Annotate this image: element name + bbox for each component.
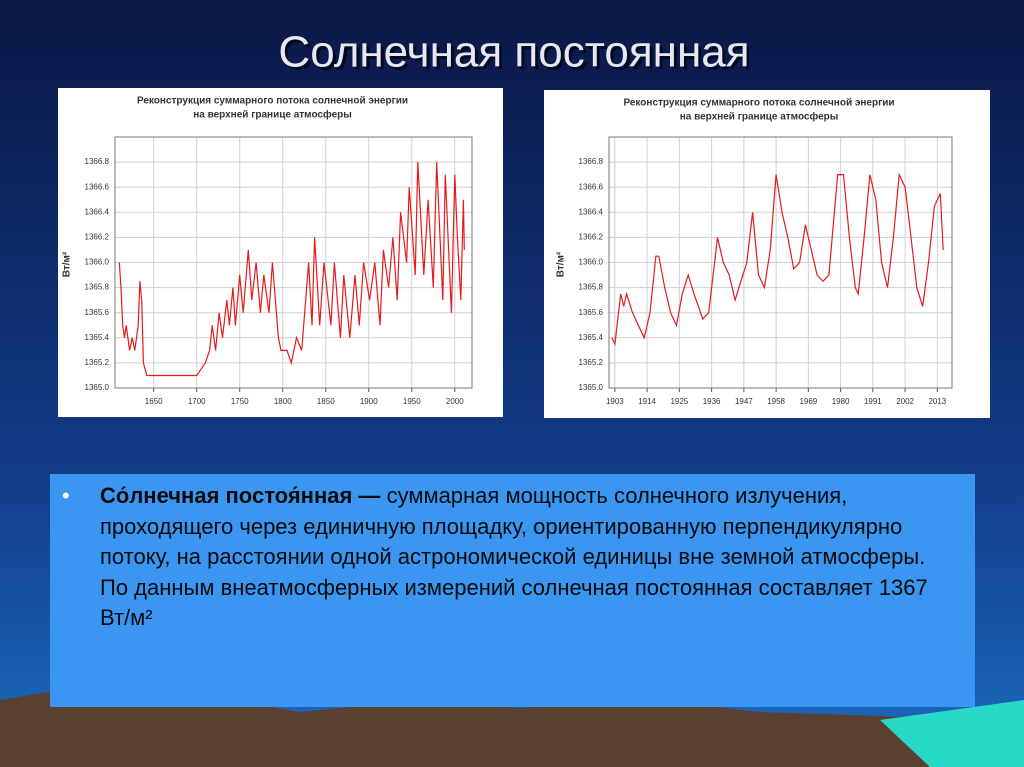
x-tick-label: 1969 [799,397,817,406]
x-tick-label: 1958 [767,397,785,406]
x-tick-label: 1650 [145,397,163,406]
y-tick-label: 1365.2 [579,358,604,367]
x-tick-label: 1936 [703,397,721,406]
y-tick-label: 1365.2 [85,358,110,367]
x-tick-label: 1900 [360,397,378,406]
y-tick-label: 1365.0 [85,383,110,392]
chart-title: Реконструкция суммарного потока солнечно… [623,98,894,109]
slide-title: Солнечная постоянная [278,28,749,77]
x-tick-label: 2000 [446,397,464,406]
y-tick-label: 1366.0 [579,258,604,267]
chart-title: на верхней границе атмосферы [193,109,352,121]
x-tick-label: 1947 [735,397,753,406]
x-tick-label: 1800 [274,397,292,406]
chart-panel [58,88,503,417]
x-tick-label: 2002 [896,397,914,406]
definition: суммарная мощность солнечного излучения,… [100,483,928,630]
text-box [50,474,975,707]
line-series [118,162,465,377]
line-series [611,172,944,347]
x-tick-label: 1850 [317,397,335,406]
y-tick-label: 1365.8 [579,283,604,292]
y-axis-label: Вт/м² [556,251,567,277]
terrain [0,690,1024,767]
x-tick-label: 2013 [928,397,946,406]
plot-frame [608,136,953,389]
chart-title: Реконструкция суммарного потока солнечно… [137,96,408,107]
y-tick-label: 1366.2 [85,233,110,242]
plot-frame [114,136,473,389]
x-tick-label: 1980 [832,397,850,406]
y-tick-label: 1365.0 [579,383,604,392]
y-tick-label: 1366.0 [85,258,110,267]
y-tick-label: 1366.6 [85,182,110,191]
x-tick-label: 1950 [403,397,421,406]
y-tick-label: 1365.4 [85,333,110,342]
chart-panel [544,90,990,418]
title-shadow: Солнечная постоянная [281,31,752,80]
y-tick-label: 1366.4 [579,207,604,216]
bullet-dot: • [62,483,70,508]
y-tick-label: 1365.8 [85,283,110,292]
x-tick-label: 1700 [188,397,206,406]
y-tick-label: 1365.6 [579,308,604,317]
x-tick-label: 1750 [231,397,249,406]
bullet-text: Со́лнечная постоя́нная — суммарная мощно… [100,481,930,634]
y-tick-label: 1365.6 [85,308,110,317]
y-tick-label: 1366.2 [579,233,604,242]
water [880,700,1024,767]
chart-title: на верхней границе атмосферы [680,111,839,123]
y-tick-label: 1366.4 [85,207,110,216]
y-tick-label: 1366.6 [579,182,604,191]
x-tick-label: 1903 [606,397,624,406]
x-tick-label: 1991 [864,397,882,406]
term: Со́лнечная постоя́нная — [100,483,381,508]
x-tick-label: 1914 [638,397,656,406]
y-tick-label: 1366.8 [85,157,110,166]
y-tick-label: 1365.4 [579,333,604,342]
y-tick-label: 1366.8 [579,157,604,166]
x-tick-label: 1925 [670,397,688,406]
y-axis-label: Вт/м² [62,251,73,277]
